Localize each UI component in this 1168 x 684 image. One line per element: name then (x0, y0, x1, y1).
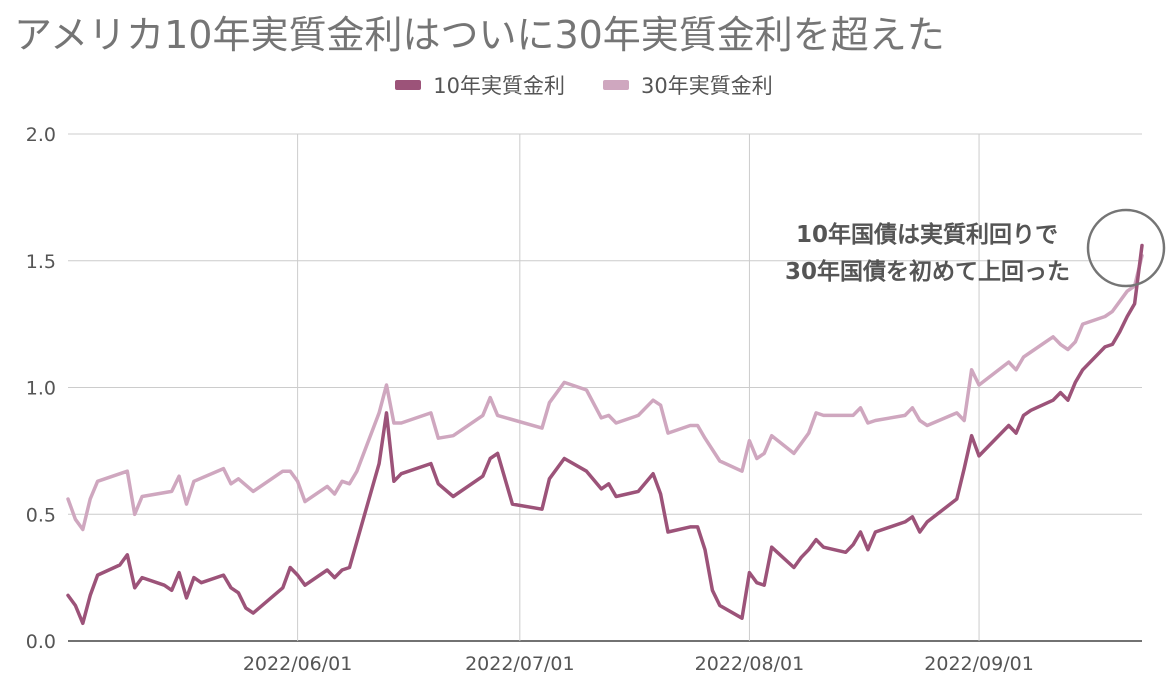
x-tick-label: 2022/06/01 (243, 653, 353, 675)
x-tick-label: 2022/08/01 (695, 653, 805, 675)
y-tick-label: 0.0 (26, 631, 56, 653)
x-axis-ticks: 2022/06/01 2022/07/01 2022/08/01 2022/09/01 (243, 653, 1034, 675)
x-tick-label: 2022/07/01 (465, 653, 575, 675)
highlight-circle (1086, 208, 1166, 288)
y-tick-label: 1.5 (26, 251, 56, 273)
y-tick-label: 2.0 (26, 124, 56, 146)
annotation-line-1: 10年国債は実質利回りで (796, 221, 1058, 248)
grid-lines (68, 133, 1142, 642)
legend: 10年実質金利 30年実質金利 (0, 70, 1168, 100)
x-tick-label: 2022/09/01 (924, 653, 1034, 675)
annotation-line-2: 30年国債を初めて上回った (785, 258, 1070, 285)
legend-item-10y[interactable]: 10年実質金利 (395, 70, 565, 100)
legend-label-10y: 10年実質金利 (433, 74, 565, 98)
legend-swatch-10y (395, 80, 422, 90)
series-line-10y (66, 243, 1144, 626)
legend-swatch-30y (603, 80, 629, 90)
y-axis-ticks: 0.0 0.5 1.0 1.5 2.0 (26, 124, 56, 653)
series-line-30y (66, 253, 1144, 532)
series-lines (66, 243, 1144, 626)
y-tick-label: 0.5 (26, 504, 56, 526)
legend-label-30y: 30年実質金利 (641, 74, 773, 98)
legend-item-30y[interactable]: 30年実質金利 (603, 70, 773, 100)
chart-title: アメリカ10年実質金利はついに30年実質金利を超えた (14, 13, 945, 57)
y-tick-label: 1.0 (26, 378, 56, 400)
